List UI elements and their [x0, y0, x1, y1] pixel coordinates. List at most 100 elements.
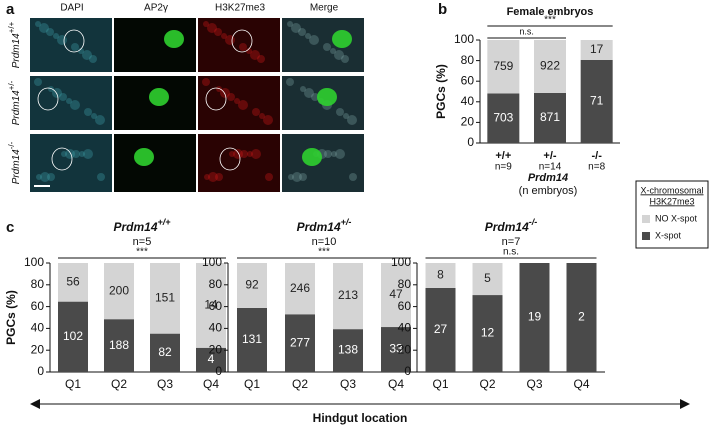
image-cell — [198, 76, 280, 130]
chart-title-genotype: -/- — [529, 217, 538, 227]
x-tick-label: Q2 — [479, 377, 495, 391]
y-tick-label: 100 — [391, 255, 411, 269]
y-tick-label: 60 — [461, 73, 475, 87]
data-label: 47 — [389, 287, 403, 301]
panel-label: c — [6, 219, 14, 236]
data-label: 19 — [528, 310, 542, 324]
data-label: 82 — [158, 345, 172, 359]
bar-segment — [237, 307, 267, 372]
bar-segment — [580, 40, 613, 60]
legend-title: X-chromosomal — [640, 185, 703, 195]
x-sublabel: n=8 — [588, 162, 605, 173]
chart-title-genotype: +/+ — [158, 217, 172, 227]
image-cell — [114, 134, 196, 192]
cell-spot — [265, 173, 273, 181]
bar-segment — [425, 263, 456, 288]
pgc-outline — [205, 87, 227, 111]
bar-segment — [333, 263, 363, 330]
pgc-signal — [302, 148, 322, 166]
y-axis-title: PGCs (%) — [434, 64, 448, 119]
cell-spot — [83, 149, 93, 159]
x-tick-label: Q1 — [65, 377, 81, 391]
cell-spot — [203, 21, 209, 27]
cell-spot — [324, 150, 332, 158]
data-label: 213 — [338, 288, 358, 302]
x-tick-label: Q3 — [526, 377, 542, 391]
bar-segment — [472, 263, 503, 296]
cell-spot — [305, 33, 311, 39]
cell-spot — [215, 173, 223, 181]
y-tick-label: 100 — [24, 255, 44, 269]
cell-spot — [89, 55, 97, 63]
cell-spot — [336, 108, 344, 116]
bar-segment — [580, 59, 613, 143]
bar-segment — [519, 263, 550, 372]
y-tick-label: 20 — [31, 342, 45, 356]
pgc-signal — [134, 148, 154, 166]
cell-spot — [250, 50, 260, 60]
chart-title-gene: Prdm14 — [297, 220, 341, 234]
y-tick-label: 60 — [31, 299, 45, 313]
row-label: Prdm14-/- — [7, 141, 22, 184]
data-label: 5 — [484, 271, 491, 285]
bar-segment — [196, 347, 226, 372]
data-label: 871 — [540, 110, 560, 124]
y-tick-label: 80 — [209, 277, 223, 291]
bar-segment — [150, 333, 180, 372]
cell-spot — [84, 108, 92, 116]
cell-spot — [207, 23, 217, 33]
cell-spot — [246, 48, 252, 54]
cell-spot — [233, 149, 243, 159]
cell-spot — [53, 33, 59, 39]
row-label: Prdm14+/- — [7, 80, 22, 125]
data-label: 33 — [389, 342, 403, 356]
cell-spot — [299, 173, 307, 181]
y-tick-label: 80 — [398, 277, 412, 291]
data-label: 138 — [338, 343, 358, 357]
data-label: 759 — [493, 59, 513, 73]
chart-title: Prdm14-/- — [485, 217, 538, 234]
x-tick-label: Q1 — [244, 377, 260, 391]
x-sublabel: n=14 — [539, 162, 562, 173]
image-cell — [282, 18, 364, 72]
bar-segment — [58, 263, 88, 302]
chart-title-gene: Prdm14 — [485, 220, 529, 234]
row-genotype: +/- — [7, 80, 16, 90]
pgc-outline — [51, 147, 73, 171]
bar-segment — [196, 263, 226, 348]
hindgut-arrow: Hindgut location — [30, 399, 690, 425]
pgc-outline — [37, 87, 59, 111]
bar-segment — [534, 92, 566, 143]
x-axis-title: Prdm14 — [528, 172, 568, 184]
legend-swatch — [642, 232, 650, 240]
y-tick-label: 100 — [454, 32, 474, 46]
cell-spot — [238, 100, 248, 110]
x-sublabel: n=9 — [495, 162, 512, 173]
data-label: 8 — [437, 268, 444, 282]
image-cell — [198, 18, 280, 72]
x-tick-label: Q4 — [203, 377, 219, 391]
cell-spot — [343, 113, 349, 119]
cell-spot — [225, 35, 235, 45]
cell-spot — [40, 172, 50, 182]
panel-label: a — [6, 1, 15, 18]
data-label: 151 — [155, 290, 175, 304]
row-genotype: -/- — [7, 141, 16, 149]
cell-spot — [335, 149, 345, 159]
pgc-signal — [317, 88, 337, 106]
cell-spot — [97, 173, 105, 181]
chart-subtitle: n=10 — [312, 236, 337, 248]
x-axis-note: (n embryos) — [519, 185, 578, 197]
cell-spot — [35, 21, 41, 27]
cell-spot — [251, 149, 261, 159]
cell-spot — [330, 48, 336, 54]
cell-spot — [292, 172, 302, 182]
chart-title: Prdm14+/- — [297, 217, 352, 234]
data-label: 92 — [245, 278, 259, 292]
cell-spot — [257, 55, 265, 63]
chart-title: Female embryos — [507, 6, 594, 18]
cell-spot — [221, 33, 227, 39]
y-tick-label: 40 — [31, 321, 45, 335]
bar-segment — [285, 263, 315, 315]
pgc-outline — [231, 29, 253, 53]
